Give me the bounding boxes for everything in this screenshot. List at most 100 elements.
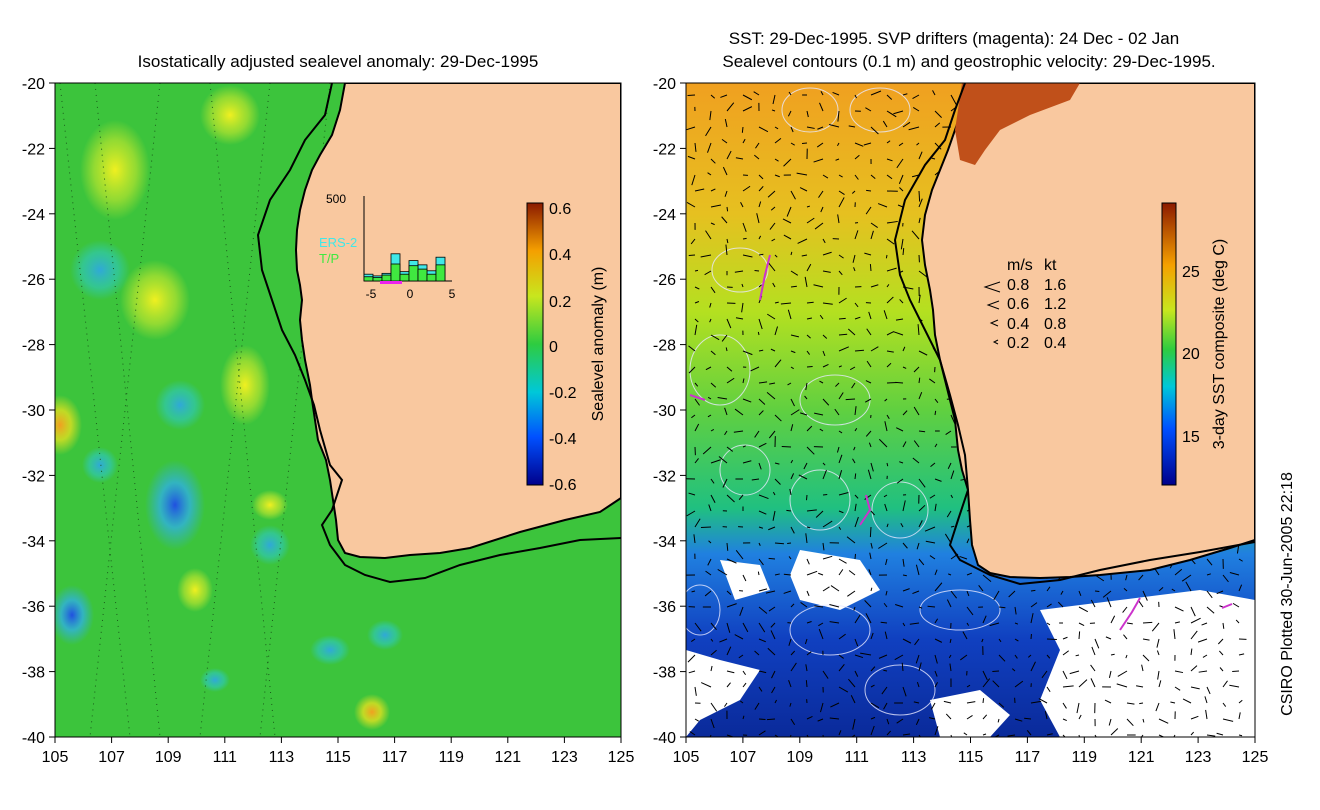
velocity-arrow xyxy=(934,142,942,150)
velocity-legend-arrow xyxy=(983,281,1001,293)
y-tick-label: -34 xyxy=(653,534,676,551)
velocity-arrow xyxy=(918,217,921,224)
velocity-arrow xyxy=(884,398,888,402)
x-tick-label: 105 xyxy=(673,749,700,766)
velocity-arrow xyxy=(1238,558,1243,562)
velocity-arrow xyxy=(838,430,843,434)
velocity-arrow xyxy=(717,396,728,400)
velocity-arrow xyxy=(734,634,744,640)
velocity-arrow xyxy=(944,533,952,544)
velocity-arrow xyxy=(929,378,936,384)
velocity-arrow xyxy=(1014,654,1018,659)
velocity-arrow xyxy=(769,222,776,230)
velocity-arrow xyxy=(768,262,776,272)
anomaly-blob xyxy=(200,668,230,692)
velocity-arrow xyxy=(838,270,843,276)
velocity-arrow xyxy=(1106,597,1112,608)
velocity-arrow xyxy=(710,428,715,432)
velocity-arrow xyxy=(710,350,716,356)
velocity-arrow xyxy=(738,654,744,659)
velocity-arrow xyxy=(854,349,864,352)
velocity-arrow xyxy=(1078,734,1080,737)
velocity-legend-kt: 0.4 xyxy=(1044,335,1066,352)
velocity-arrow xyxy=(774,359,782,368)
velocity-arrow xyxy=(1229,684,1240,688)
velocity-arrow xyxy=(1170,701,1176,704)
velocity-arrow xyxy=(1142,621,1153,624)
velocity-arrow xyxy=(902,733,911,736)
velocity-arrow xyxy=(918,294,921,304)
velocity-arrow xyxy=(966,590,970,597)
y-tick-label: -22 xyxy=(653,141,676,158)
inset-bar-tp xyxy=(399,273,410,282)
velocity-arrow xyxy=(870,90,882,96)
velocity-arrow xyxy=(820,702,824,713)
velocity-arrow xyxy=(742,682,747,688)
velocity-arrow xyxy=(700,526,712,529)
velocity-arrow xyxy=(691,414,696,419)
inset-x-tick: -5 xyxy=(366,287,377,301)
velocity-arrow xyxy=(829,717,840,720)
velocity-arrow xyxy=(721,138,728,144)
velocity-arrow xyxy=(1136,685,1144,688)
y-tick-label: -30 xyxy=(22,403,45,420)
velocity-arrow xyxy=(854,154,860,160)
velocity-arrow xyxy=(865,430,872,437)
velocity-arrow xyxy=(838,190,845,195)
velocity-arrow xyxy=(1057,601,1064,608)
velocity-arrow xyxy=(854,230,859,240)
y-tick-label: -24 xyxy=(22,207,45,224)
velocity-arrow xyxy=(918,504,926,512)
velocity-arrow xyxy=(870,126,879,135)
velocity-arrow xyxy=(880,621,888,624)
velocity-arrow xyxy=(867,469,872,480)
velocity-arrow xyxy=(896,718,904,724)
velocity-arrow xyxy=(688,345,696,352)
velocity-arrow xyxy=(878,542,888,549)
velocity-arrow xyxy=(822,520,833,528)
velocity-arrow xyxy=(1190,665,1198,672)
velocity-arrow xyxy=(758,686,763,692)
velocity-arrow xyxy=(946,510,952,518)
velocity-arrow xyxy=(835,382,840,387)
velocity-arrow xyxy=(869,552,872,560)
velocity-arrow xyxy=(1229,571,1240,576)
velocity-arrow xyxy=(1173,734,1176,737)
velocity-arrow xyxy=(726,590,732,596)
velocity-arrow xyxy=(998,606,1006,609)
velocity-arrow xyxy=(806,715,813,720)
velocity-arrow xyxy=(912,94,920,100)
velocity-legend-ms: 0.6 xyxy=(1007,296,1029,313)
velocity-arrow xyxy=(1174,621,1180,624)
sla-colorbar: 0.6 0.4 0.2 0 -0.2 -0.4 -0.6 Sealevel an… xyxy=(526,201,607,494)
velocity-arrow xyxy=(806,334,811,339)
velocity-arrow xyxy=(1205,709,1208,720)
velocity-arrow xyxy=(1078,606,1089,613)
velocity-arrow xyxy=(1078,631,1081,640)
velocity-arrow xyxy=(742,222,747,232)
velocity-arrow xyxy=(822,350,826,357)
velocity-arrow xyxy=(929,494,936,499)
velocity-arrow xyxy=(774,478,781,485)
velocity-arrow xyxy=(790,270,799,276)
velocity-arrow xyxy=(691,174,696,186)
x-tick-label: 119 xyxy=(438,749,464,766)
anomaly-blob xyxy=(252,490,288,520)
velocity-arrow xyxy=(866,360,872,368)
velocity-arrow xyxy=(895,318,904,321)
sst-colorbar-tick: 20 xyxy=(1182,346,1200,363)
velocity-arrow xyxy=(835,158,840,161)
velocity-arrow xyxy=(797,238,808,244)
velocity-arrow xyxy=(886,462,889,467)
y-tick-label: -26 xyxy=(22,272,45,289)
velocity-arrow xyxy=(740,700,744,704)
velocity-arrow xyxy=(851,382,856,389)
velocity-arrow xyxy=(1014,638,1019,642)
velocity-arrow xyxy=(804,395,808,400)
x-tick-label: 111 xyxy=(213,749,237,766)
sst-colorbar-label: 3-day SST composite (deg C) xyxy=(1211,239,1228,449)
velocity-arrow xyxy=(838,730,842,736)
velocity-arrow xyxy=(818,628,824,640)
velocity-arrow xyxy=(783,590,792,594)
inset-bar-tp xyxy=(426,273,437,282)
